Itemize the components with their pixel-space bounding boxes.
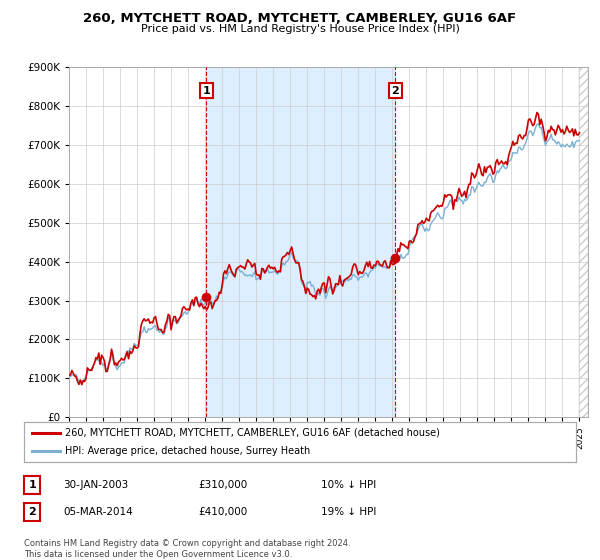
Text: 2: 2 bbox=[28, 507, 36, 517]
Text: 30-JAN-2003: 30-JAN-2003 bbox=[63, 480, 128, 490]
Bar bbox=[206, 67, 395, 417]
Bar bbox=[580, 67, 588, 417]
Text: HPI: Average price, detached house, Surrey Heath: HPI: Average price, detached house, Surr… bbox=[65, 446, 311, 456]
Text: 19% ↓ HPI: 19% ↓ HPI bbox=[321, 507, 376, 517]
Text: 1: 1 bbox=[28, 480, 36, 490]
Text: 2: 2 bbox=[391, 86, 399, 96]
Text: £310,000: £310,000 bbox=[198, 480, 247, 490]
Text: 1: 1 bbox=[203, 86, 211, 96]
Text: £410,000: £410,000 bbox=[198, 507, 247, 517]
Text: 05-MAR-2014: 05-MAR-2014 bbox=[63, 507, 133, 517]
Text: Contains HM Land Registry data © Crown copyright and database right 2024.
This d: Contains HM Land Registry data © Crown c… bbox=[24, 539, 350, 559]
Text: 260, MYTCHETT ROAD, MYTCHETT, CAMBERLEY, GU16 6AF: 260, MYTCHETT ROAD, MYTCHETT, CAMBERLEY,… bbox=[83, 12, 517, 25]
Text: 10% ↓ HPI: 10% ↓ HPI bbox=[321, 480, 376, 490]
Text: Price paid vs. HM Land Registry's House Price Index (HPI): Price paid vs. HM Land Registry's House … bbox=[140, 24, 460, 34]
Text: 260, MYTCHETT ROAD, MYTCHETT, CAMBERLEY, GU16 6AF (detached house): 260, MYTCHETT ROAD, MYTCHETT, CAMBERLEY,… bbox=[65, 428, 440, 437]
